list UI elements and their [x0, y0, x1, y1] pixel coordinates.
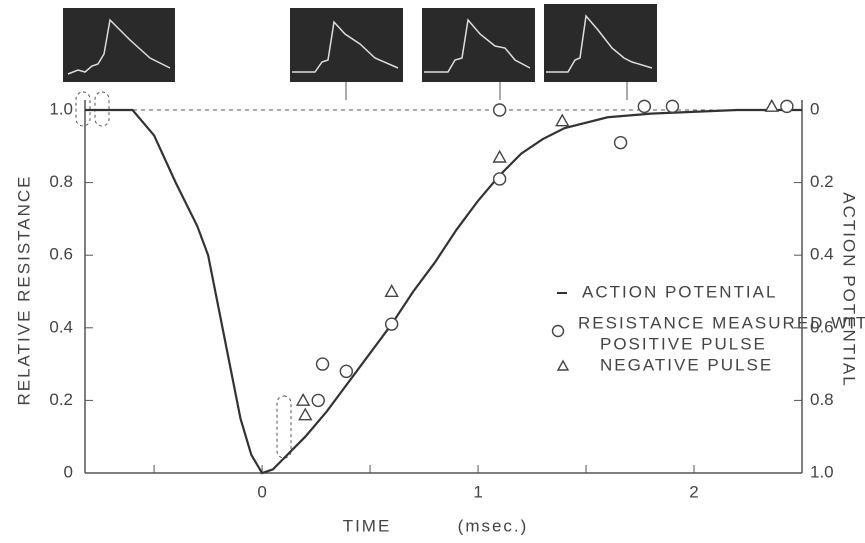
x-tick-label: 1 [473, 482, 482, 501]
triangle-marker [297, 394, 309, 405]
legend-label: NEGATIVE PULSE [600, 355, 773, 374]
x-axis-label: TIME [343, 516, 392, 535]
axis-breaks [76, 92, 291, 458]
legend-label: ACTION POTENTIAL [582, 282, 777, 301]
circle-marker [615, 137, 627, 149]
circle-marker [317, 358, 329, 370]
circle-marker [781, 100, 793, 112]
x-axis-unit: (msec.) [458, 516, 529, 535]
chart: RELATIVE RESISTANCE ACTION POTENTIAL TIM… [0, 0, 865, 543]
triangle-marker [386, 286, 398, 297]
x-tick-label: 0 [257, 482, 266, 501]
y-tick-label: 1.0 [49, 99, 73, 118]
y2-tick-label: 0.6 [810, 317, 834, 336]
y2-tick-label: 1.0 [810, 462, 834, 481]
y2-axis-label: ACTION POTENTIAL [840, 192, 859, 387]
y-tick-label: 0 [64, 462, 73, 481]
y2-tick-label: 0.8 [810, 390, 834, 409]
legend-label: POSITIVE PULSE [600, 334, 767, 353]
triangle-marker [556, 115, 568, 126]
y-axis-label: RELATIVE RESISTANCE [14, 174, 33, 405]
y-tick-label: 0.8 [49, 172, 73, 191]
oscillograms [63, 4, 657, 100]
y2-tick-label: 0.4 [810, 245, 834, 264]
y-tick-label: 0.6 [49, 245, 73, 264]
y-tick-label: 0.2 [49, 390, 73, 409]
x-tick-label: 2 [689, 482, 698, 501]
circle-marker [638, 100, 650, 112]
circle-marker [666, 100, 678, 112]
y-tick-label: 0.4 [49, 317, 73, 336]
circle-marker [386, 318, 398, 330]
circle-marker [494, 104, 506, 116]
circle-marker [340, 365, 352, 377]
circle-marker [312, 394, 324, 406]
y2-tick-label: 0 [810, 99, 819, 118]
y2-tick-label: 0.2 [810, 172, 834, 191]
triangle-marker [299, 409, 311, 420]
legend-key [558, 361, 568, 370]
legend-key [553, 326, 564, 337]
triangle-marker [494, 151, 506, 162]
triangle-marker [766, 100, 778, 111]
circle-marker [494, 173, 506, 185]
